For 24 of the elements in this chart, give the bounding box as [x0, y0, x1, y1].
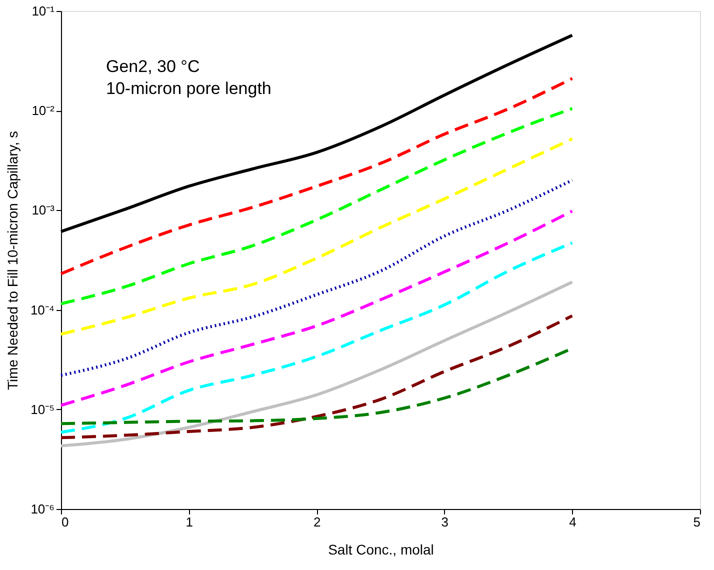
- y-tick-label: 10⁻¹: [32, 4, 56, 18]
- x-tick-label: 5: [693, 514, 700, 530]
- y-tick-label: 10⁻²: [32, 103, 56, 118]
- y-tick-label: 10⁻⁵: [30, 402, 54, 417]
- line-series: [60, 280, 574, 448]
- annotation: 10-micron pore length: [106, 79, 272, 98]
- x-tick-label: 3: [441, 514, 449, 530]
- x-tick-label: 2: [313, 514, 321, 530]
- line-series: [60, 137, 574, 336]
- y-tick-label: 10⁻³: [32, 202, 56, 218]
- line-series: [60, 241, 574, 434]
- line-series: [60, 106, 574, 306]
- line-series: [60, 210, 574, 407]
- x-tick-label: 4: [569, 514, 576, 530]
- y-tick-label: 10⁻⁶: [30, 502, 54, 516]
- line-series: [60, 178, 574, 377]
- y-tick-label: 10⁻⁴: [30, 302, 54, 318]
- x-tick-label: 1: [186, 514, 193, 530]
- line-series: [60, 77, 574, 276]
- x-tick-label: 0: [62, 514, 69, 530]
- line-series: [60, 314, 574, 440]
- annotation: Gen2, 30 °C: [106, 57, 200, 76]
- x-axis-title: Salt Conc., molal: [328, 542, 434, 558]
- y-axis-title: Time Needed to Fill 10-micron Capillary, s: [4, 130, 20, 390]
